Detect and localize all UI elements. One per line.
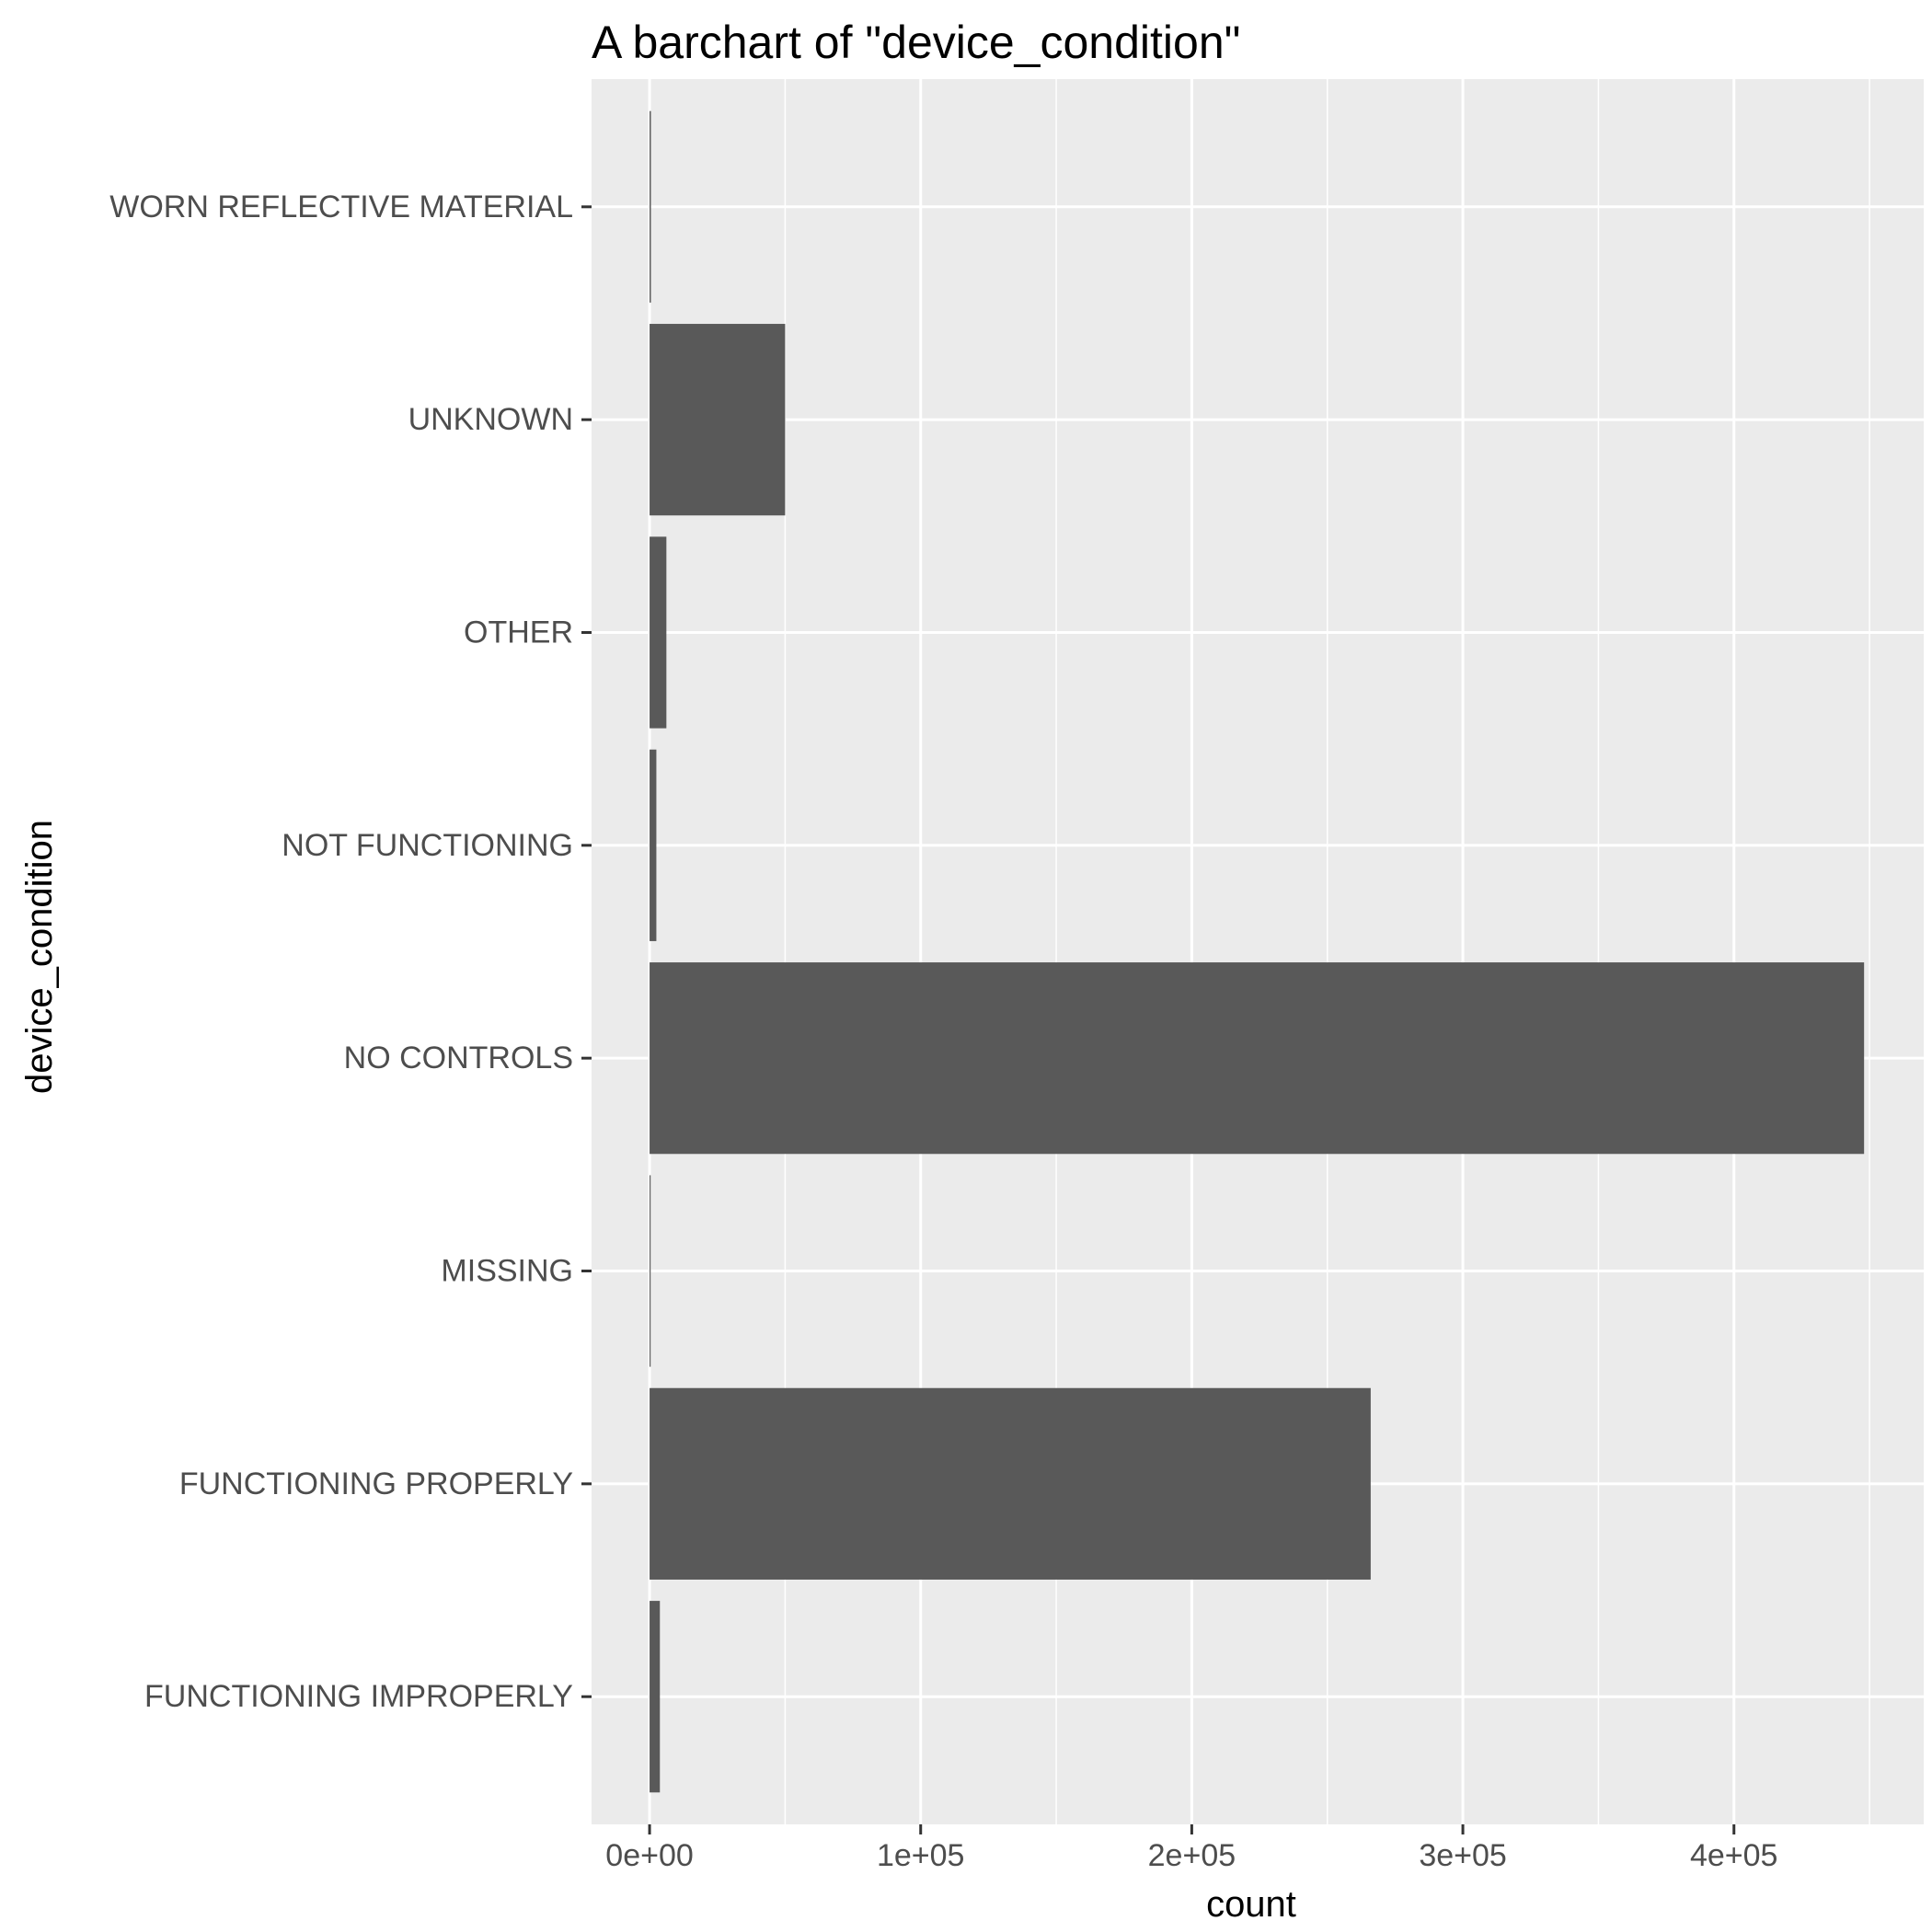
x-tick-label: 2e+05 — [1148, 1838, 1236, 1873]
y-axis-title: device_condition — [19, 820, 60, 1094]
y-tick-label: NO CONTROLS — [344, 1041, 573, 1075]
bar-functioning-properly — [650, 1387, 1371, 1580]
bars — [650, 110, 1865, 1793]
y-axis: FUNCTIONING IMPROPERLY FUNCTIONING PROPER… — [109, 190, 592, 1714]
y-tick-label: OTHER — [464, 615, 573, 650]
chart-title: A barchart of "device_condition" — [592, 17, 1240, 68]
y-tick-label: FUNCTIONING IMPROPERLY — [144, 1679, 573, 1714]
y-tick-label: UNKNOWN — [408, 402, 573, 437]
x-tick-label: 4e+05 — [1690, 1838, 1778, 1873]
y-tick-label: WORN REFLECTIVE MATERIAL — [109, 190, 573, 224]
bar-no-controls — [650, 962, 1865, 1155]
x-axis: 0e+00 1e+05 2e+05 3e+05 4e+05 — [605, 1824, 1777, 1873]
bar-unknown — [650, 324, 786, 516]
bar-functioning-improperly — [650, 1601, 661, 1793]
x-axis-title: count — [1206, 1884, 1296, 1925]
bar-other — [650, 536, 667, 729]
x-tick-label: 1e+05 — [877, 1838, 965, 1873]
y-tick-label: NOT FUNCTIONING — [282, 828, 573, 863]
bar-not-functioning — [650, 749, 657, 941]
x-tick-label: 3e+05 — [1419, 1838, 1507, 1873]
y-tick-label: FUNCTIONING PROPERLY — [179, 1466, 573, 1501]
x-tick-label: 0e+00 — [605, 1838, 694, 1873]
y-tick-label: MISSING — [441, 1254, 573, 1289]
